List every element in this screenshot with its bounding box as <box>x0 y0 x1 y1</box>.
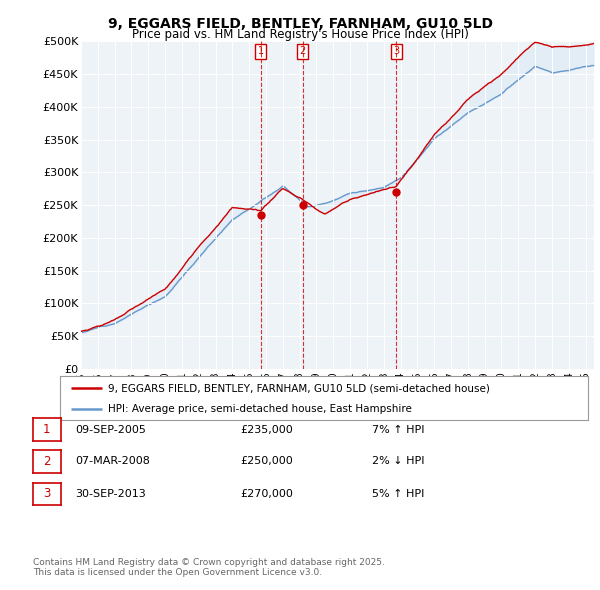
Text: Contains HM Land Registry data © Crown copyright and database right 2025.
This d: Contains HM Land Registry data © Crown c… <box>33 558 385 577</box>
Text: 2% ↓ HPI: 2% ↓ HPI <box>372 457 425 466</box>
Text: 07-MAR-2008: 07-MAR-2008 <box>75 457 150 466</box>
Text: HPI: Average price, semi-detached house, East Hampshire: HPI: Average price, semi-detached house,… <box>107 404 412 414</box>
Text: 09-SEP-2005: 09-SEP-2005 <box>75 425 146 434</box>
Text: 5% ↑ HPI: 5% ↑ HPI <box>372 489 424 499</box>
Text: £270,000: £270,000 <box>240 489 293 499</box>
Text: 7% ↑ HPI: 7% ↑ HPI <box>372 425 425 434</box>
Text: 2: 2 <box>299 46 306 56</box>
Text: £250,000: £250,000 <box>240 457 293 466</box>
Text: 1: 1 <box>258 46 264 56</box>
Text: 9, EGGARS FIELD, BENTLEY, FARNHAM, GU10 5LD (semi-detached house): 9, EGGARS FIELD, BENTLEY, FARNHAM, GU10 … <box>107 384 490 393</box>
Text: Price paid vs. HM Land Registry's House Price Index (HPI): Price paid vs. HM Land Registry's House … <box>131 28 469 41</box>
Text: 1: 1 <box>43 423 50 436</box>
Text: 30-SEP-2013: 30-SEP-2013 <box>75 489 146 499</box>
Text: £235,000: £235,000 <box>240 425 293 434</box>
Text: 9, EGGARS FIELD, BENTLEY, FARNHAM, GU10 5LD: 9, EGGARS FIELD, BENTLEY, FARNHAM, GU10 … <box>107 17 493 31</box>
Text: 3: 3 <box>43 487 50 500</box>
Text: 2: 2 <box>43 455 50 468</box>
Text: 3: 3 <box>394 46 400 56</box>
